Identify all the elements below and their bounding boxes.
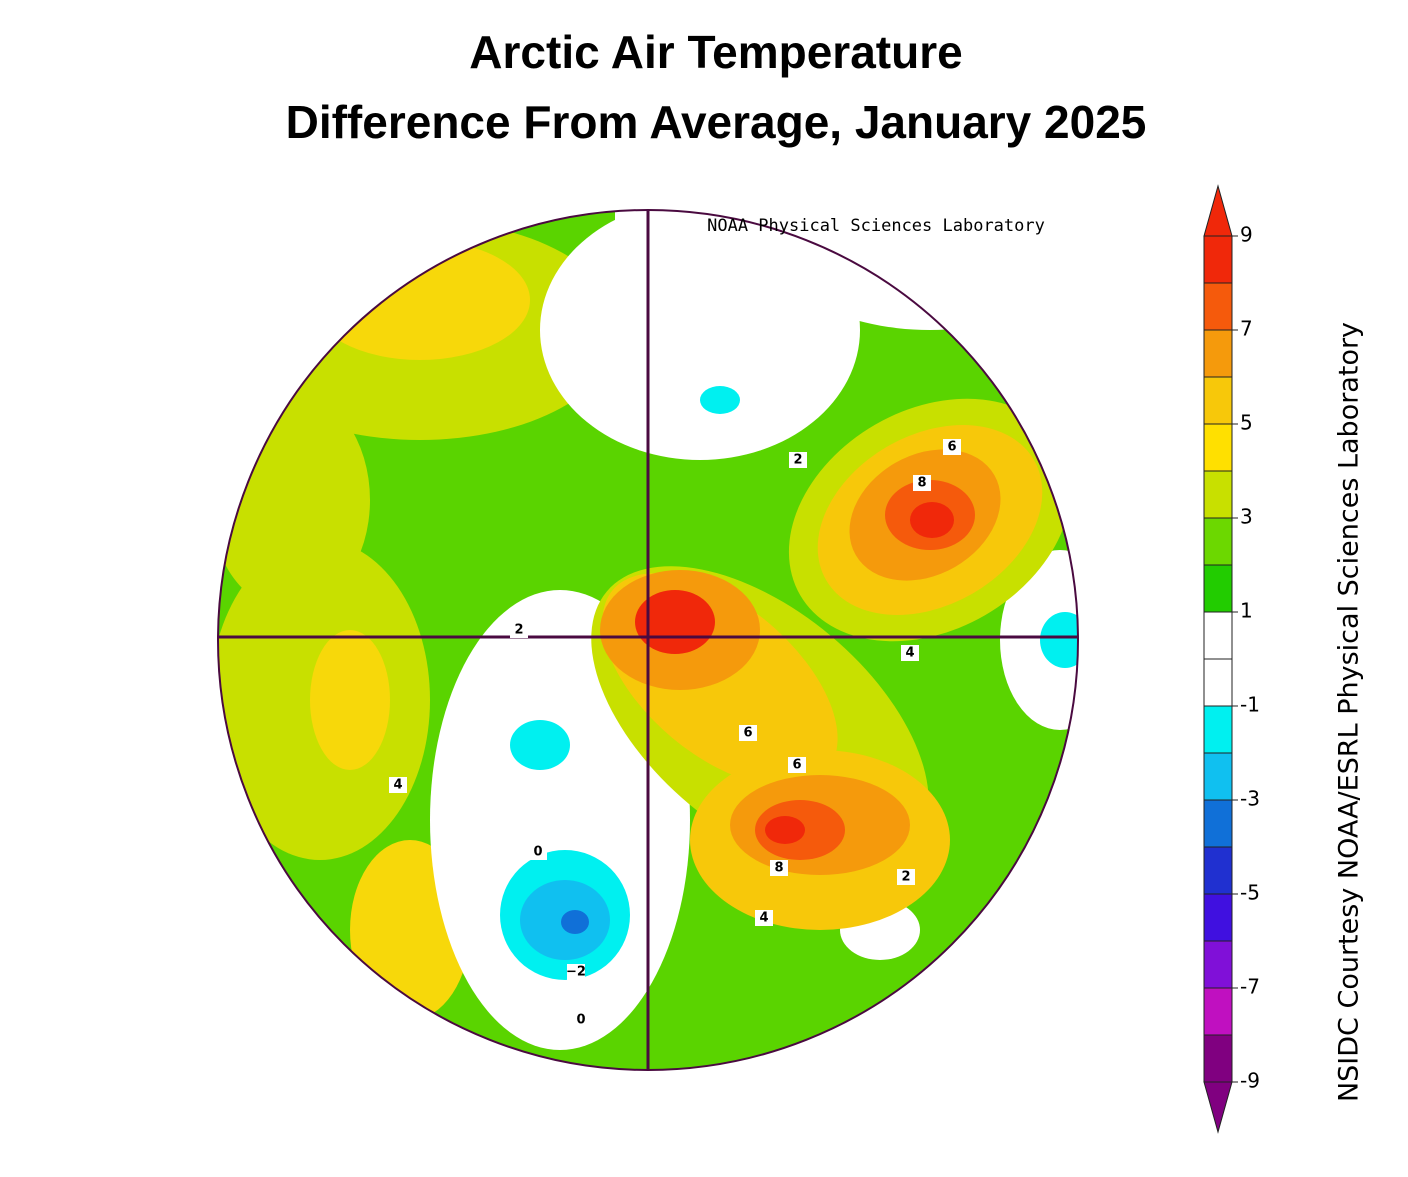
colorbar-band (1203, 423, 1233, 472)
colorbar-band (1203, 705, 1233, 754)
colorbar-tick-label: -3 (1240, 787, 1260, 811)
colorbar-label: NSIDC Courtesy NOAA/ESRL Physical Scienc… (1334, 322, 1365, 1102)
map-border (217, 209, 1079, 1071)
colorbar-band (1203, 893, 1233, 942)
contour-label: 2 (514, 623, 523, 638)
credit: NOAA Physical Sciences Laboratory (707, 216, 1045, 236)
contour-label-bg (897, 869, 915, 885)
colorbar-tick-label: -5 (1240, 881, 1260, 905)
contour-label: 6 (792, 758, 801, 773)
colorbar-band (1203, 846, 1233, 895)
colorbar-tick-label: 7 (1240, 317, 1253, 341)
contour-label: 4 (905, 646, 914, 661)
colorbar-tick-label: -9 (1240, 1069, 1260, 1093)
contour-label-bg (943, 439, 961, 455)
colorbar-tick-label: 9 (1240, 223, 1253, 247)
contour-label: 4 (393, 778, 402, 793)
contour-label-bg (901, 645, 919, 661)
colorbar-band (1203, 329, 1233, 378)
colorbar-tick-label: 3 (1240, 505, 1253, 529)
contour-label: 6 (743, 726, 752, 741)
contour-label: 4 (759, 911, 768, 926)
contour-label: 2 (901, 870, 910, 885)
colorbar-band (1203, 470, 1233, 519)
contour-label: 8 (774, 861, 783, 876)
contour-label-bg (567, 964, 585, 980)
contour-label-bg (739, 725, 757, 741)
colorbar-arrow (1203, 1081, 1233, 1134)
colorbar: 9 7 5 3 1 -1 -3 -5 -7 -9 (1203, 184, 1260, 1134)
contour-label-bg (913, 475, 931, 491)
colorbar-band (1203, 799, 1233, 848)
colorbar-band (1203, 658, 1233, 707)
contour-label: 2 (793, 453, 802, 468)
colorbar-band (1203, 611, 1233, 660)
contour-label-bg (789, 452, 807, 468)
title-line: Difference From Average, January 2025 (286, 96, 1147, 148)
contour-label-bg (572, 1012, 590, 1028)
contour-label-bg (529, 844, 547, 860)
title-line: Arctic Air Temperature (469, 26, 962, 78)
contour-label: 8 (917, 476, 926, 491)
colorbar-band (1203, 987, 1233, 1036)
contour-label-bg (510, 622, 528, 638)
contour-label: 0 (576, 1013, 585, 1028)
contour-label: −2 (566, 965, 586, 980)
colorbar-arrow (1203, 184, 1233, 237)
contour-label: 6 (947, 440, 956, 455)
colorbar-band (1203, 1034, 1233, 1083)
map (218, 210, 1078, 1070)
colorbar-band (1203, 940, 1233, 989)
contour-label-bg (770, 860, 788, 876)
contour-labels: 2 6 8 2 4 6 6 8 2 4 4 0 −2 0 (389, 439, 961, 1028)
colorbar-tick-label: 5 (1240, 411, 1253, 435)
colorbar-band (1203, 235, 1233, 284)
colorbar-tick-label: -7 (1240, 975, 1260, 999)
colorbar-band (1203, 752, 1233, 801)
colorbar-band (1203, 282, 1233, 331)
colorbar-tick-label: 1 (1240, 599, 1253, 623)
contour-label-bg (755, 910, 773, 926)
colorbar-band (1203, 564, 1233, 613)
colorbar-band (1203, 376, 1233, 425)
colorbar-band (1203, 517, 1233, 566)
contour-label-bg (788, 757, 806, 773)
contour-label-bg (389, 777, 407, 793)
contour-label: 0 (533, 845, 542, 860)
colorbar-tick-label: -1 (1240, 693, 1260, 717)
